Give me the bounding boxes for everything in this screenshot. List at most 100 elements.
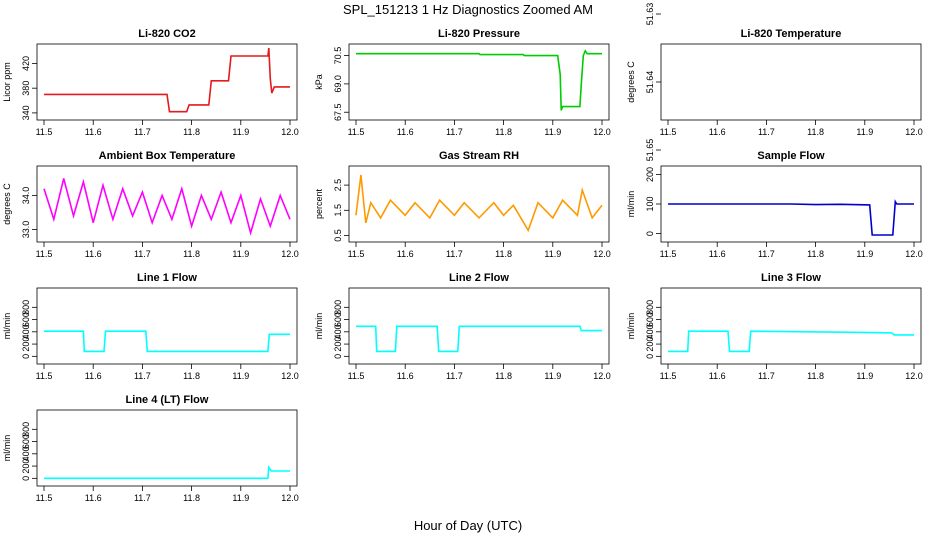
x-tick-label: 11.5 — [660, 127, 677, 137]
x-tick-label: 11.5 — [348, 249, 365, 259]
x-tick-label: 11.7 — [134, 493, 151, 503]
x-tick-label: 11.8 — [183, 371, 200, 381]
x-tick-label: 11.9 — [856, 249, 873, 259]
y-tick-label: 400 — [21, 446, 31, 461]
x-tick-label: 11.5 — [348, 127, 365, 137]
x-tick-label: 11.8 — [183, 127, 200, 137]
chart-panel: Line 2 Flow ml/min 11.5 11.6 11.7 11.8 11.9 12.… — [314, 272, 611, 381]
plot-frame — [36, 409, 298, 487]
chart-panel: Line 1 Flow ml/min 11.5 11.6 11.7 11.8 11.9 12.… — [2, 272, 299, 381]
x-tick-label: 12.0 — [281, 249, 299, 259]
y-tick-label: 0.5 — [333, 229, 343, 242]
chart-panel: Li-820 Pressure kPa 11.5 11.6 11.7 11.8 11.9 12… — [314, 28, 611, 137]
chart-panel: Li-820 Temperature degrees C 11.5 11.6 11.7 1… — [626, 3, 923, 162]
x-tick-label: 11.5 — [660, 371, 677, 381]
x-tick-label: 11.7 — [446, 249, 463, 259]
y-tick-label: 0 — [645, 354, 655, 359]
x-tick-label: 11.7 — [758, 127, 775, 137]
x-tick-label: 12.0 — [905, 371, 923, 381]
x-tick-label: 11.9 — [856, 127, 873, 137]
x-tick-label: 12.0 — [905, 127, 923, 137]
y-axis-label: kPa — [314, 74, 324, 90]
series-line — [44, 47, 290, 113]
x-tick-label: 11.9 — [232, 371, 249, 381]
x-tick-label: 11.6 — [397, 127, 414, 137]
x-tick-label: 11.8 — [183, 249, 200, 259]
y-tick-label: 340 — [21, 105, 31, 120]
x-tick-label: 11.6 — [709, 127, 726, 137]
series-line — [356, 49, 602, 111]
y-axis-label: degrees C — [626, 61, 636, 103]
x-tick-label: 11.9 — [544, 127, 561, 137]
x-tick-label: 12.0 — [905, 249, 923, 259]
x-tick-label: 11.9 — [232, 127, 249, 137]
plot-frame — [348, 43, 610, 121]
panel-title: Li-820 Temperature — [741, 28, 842, 40]
x-tick-label: 11.6 — [85, 493, 102, 503]
y-tick-label: 1.5 — [333, 204, 343, 217]
y-tick-label: 400 — [645, 324, 655, 339]
chart-panel: Li-820 CO2 Licor ppm 11.5 11.6 11.7 11.8 11.9 1… — [2, 28, 299, 137]
x-tick-label: 12.0 — [593, 371, 611, 381]
figure-title: SPL_151213 1 Hz Diagnostics Zoomed AM — [342, 2, 594, 17]
series-line — [668, 330, 914, 353]
x-tick-label: 11.5 — [660, 249, 677, 259]
y-tick-label: 380 — [21, 81, 31, 96]
y-axis-label: ml/min — [314, 313, 324, 340]
x-tick-label: 11.7 — [446, 127, 463, 137]
panel-title: Li-820 CO2 — [138, 28, 195, 40]
x-tick-label: 11.9 — [232, 493, 249, 503]
panel-title: Line 1 Flow — [137, 272, 197, 284]
x-tick-label: 11.5 — [36, 371, 53, 381]
x-tick-label: 11.5 — [348, 371, 365, 381]
y-tick-label: 800 — [645, 300, 655, 315]
x-tick-label: 11.7 — [134, 127, 151, 137]
panel-title: Ambient Box Temperature — [99, 150, 236, 162]
chart-panel: Gas Stream RH percent 11.5 11.6 11.7 11.8 11.9… — [314, 150, 611, 259]
panel-title: Gas Stream RH — [439, 150, 519, 162]
y-tick-label: 600 — [21, 434, 31, 449]
y-tick-label: 100 — [645, 196, 655, 211]
x-tick-label: 11.6 — [709, 249, 726, 259]
x-tick-label: 11.7 — [758, 249, 775, 259]
panel-title: Line 4 (LT) Flow — [126, 394, 209, 406]
y-tick-label: 400 — [21, 324, 31, 339]
y-tick-label: 400 — [333, 324, 343, 339]
series-line — [355, 174, 603, 233]
plot-frame — [36, 287, 298, 365]
x-tick-label: 11.6 — [397, 371, 414, 381]
x-tick-label: 11.5 — [36, 249, 53, 259]
y-tick-label: 200 — [21, 459, 31, 474]
y-tick-label: 51.65 — [645, 139, 655, 162]
y-tick-label: 200 — [645, 337, 655, 352]
y-axis-label: ml/min — [626, 313, 636, 340]
y-tick-label: 51.63 — [645, 3, 655, 26]
y-tick-label: 34.0 — [21, 187, 31, 205]
y-axis-label: percent — [314, 188, 324, 219]
plot-frame — [660, 287, 922, 365]
chart-panel: Line 3 Flow ml/min 11.5 11.6 11.7 11.8 11.9 12.… — [626, 272, 923, 381]
x-tick-label: 12.0 — [281, 127, 299, 137]
y-tick-label: 0 — [645, 231, 655, 236]
x-tick-label: 11.6 — [397, 249, 414, 259]
panel-title: Li-820 Pressure — [438, 28, 520, 40]
series-line — [43, 178, 291, 236]
x-tick-label: 11.5 — [36, 127, 53, 137]
x-tick-label: 11.7 — [446, 371, 463, 381]
y-tick-label: 67.5 — [333, 103, 343, 121]
x-tick-label: 11.6 — [85, 371, 102, 381]
chart-panel: Sample Flow ml/min 11.5 11.6 11.7 11.8 11.9 12.… — [626, 150, 923, 259]
plot-frame — [36, 165, 298, 243]
x-tick-label: 11.6 — [85, 127, 102, 137]
y-tick-label: 0 — [21, 354, 31, 359]
x-tick-label: 12.0 — [593, 249, 611, 259]
x-tick-label: 11.9 — [232, 249, 249, 259]
y-tick-label: 420 — [21, 56, 31, 71]
plot-frame — [348, 287, 610, 365]
plot-frame — [348, 165, 610, 243]
y-tick-label: 800 — [333, 300, 343, 315]
x-axis-label: Hour of Day (UTC) — [413, 518, 523, 533]
y-tick-label: 69.0 — [333, 75, 343, 93]
x-tick-label: 11.8 — [495, 371, 512, 381]
panel-title: Line 3 Flow — [761, 272, 821, 284]
